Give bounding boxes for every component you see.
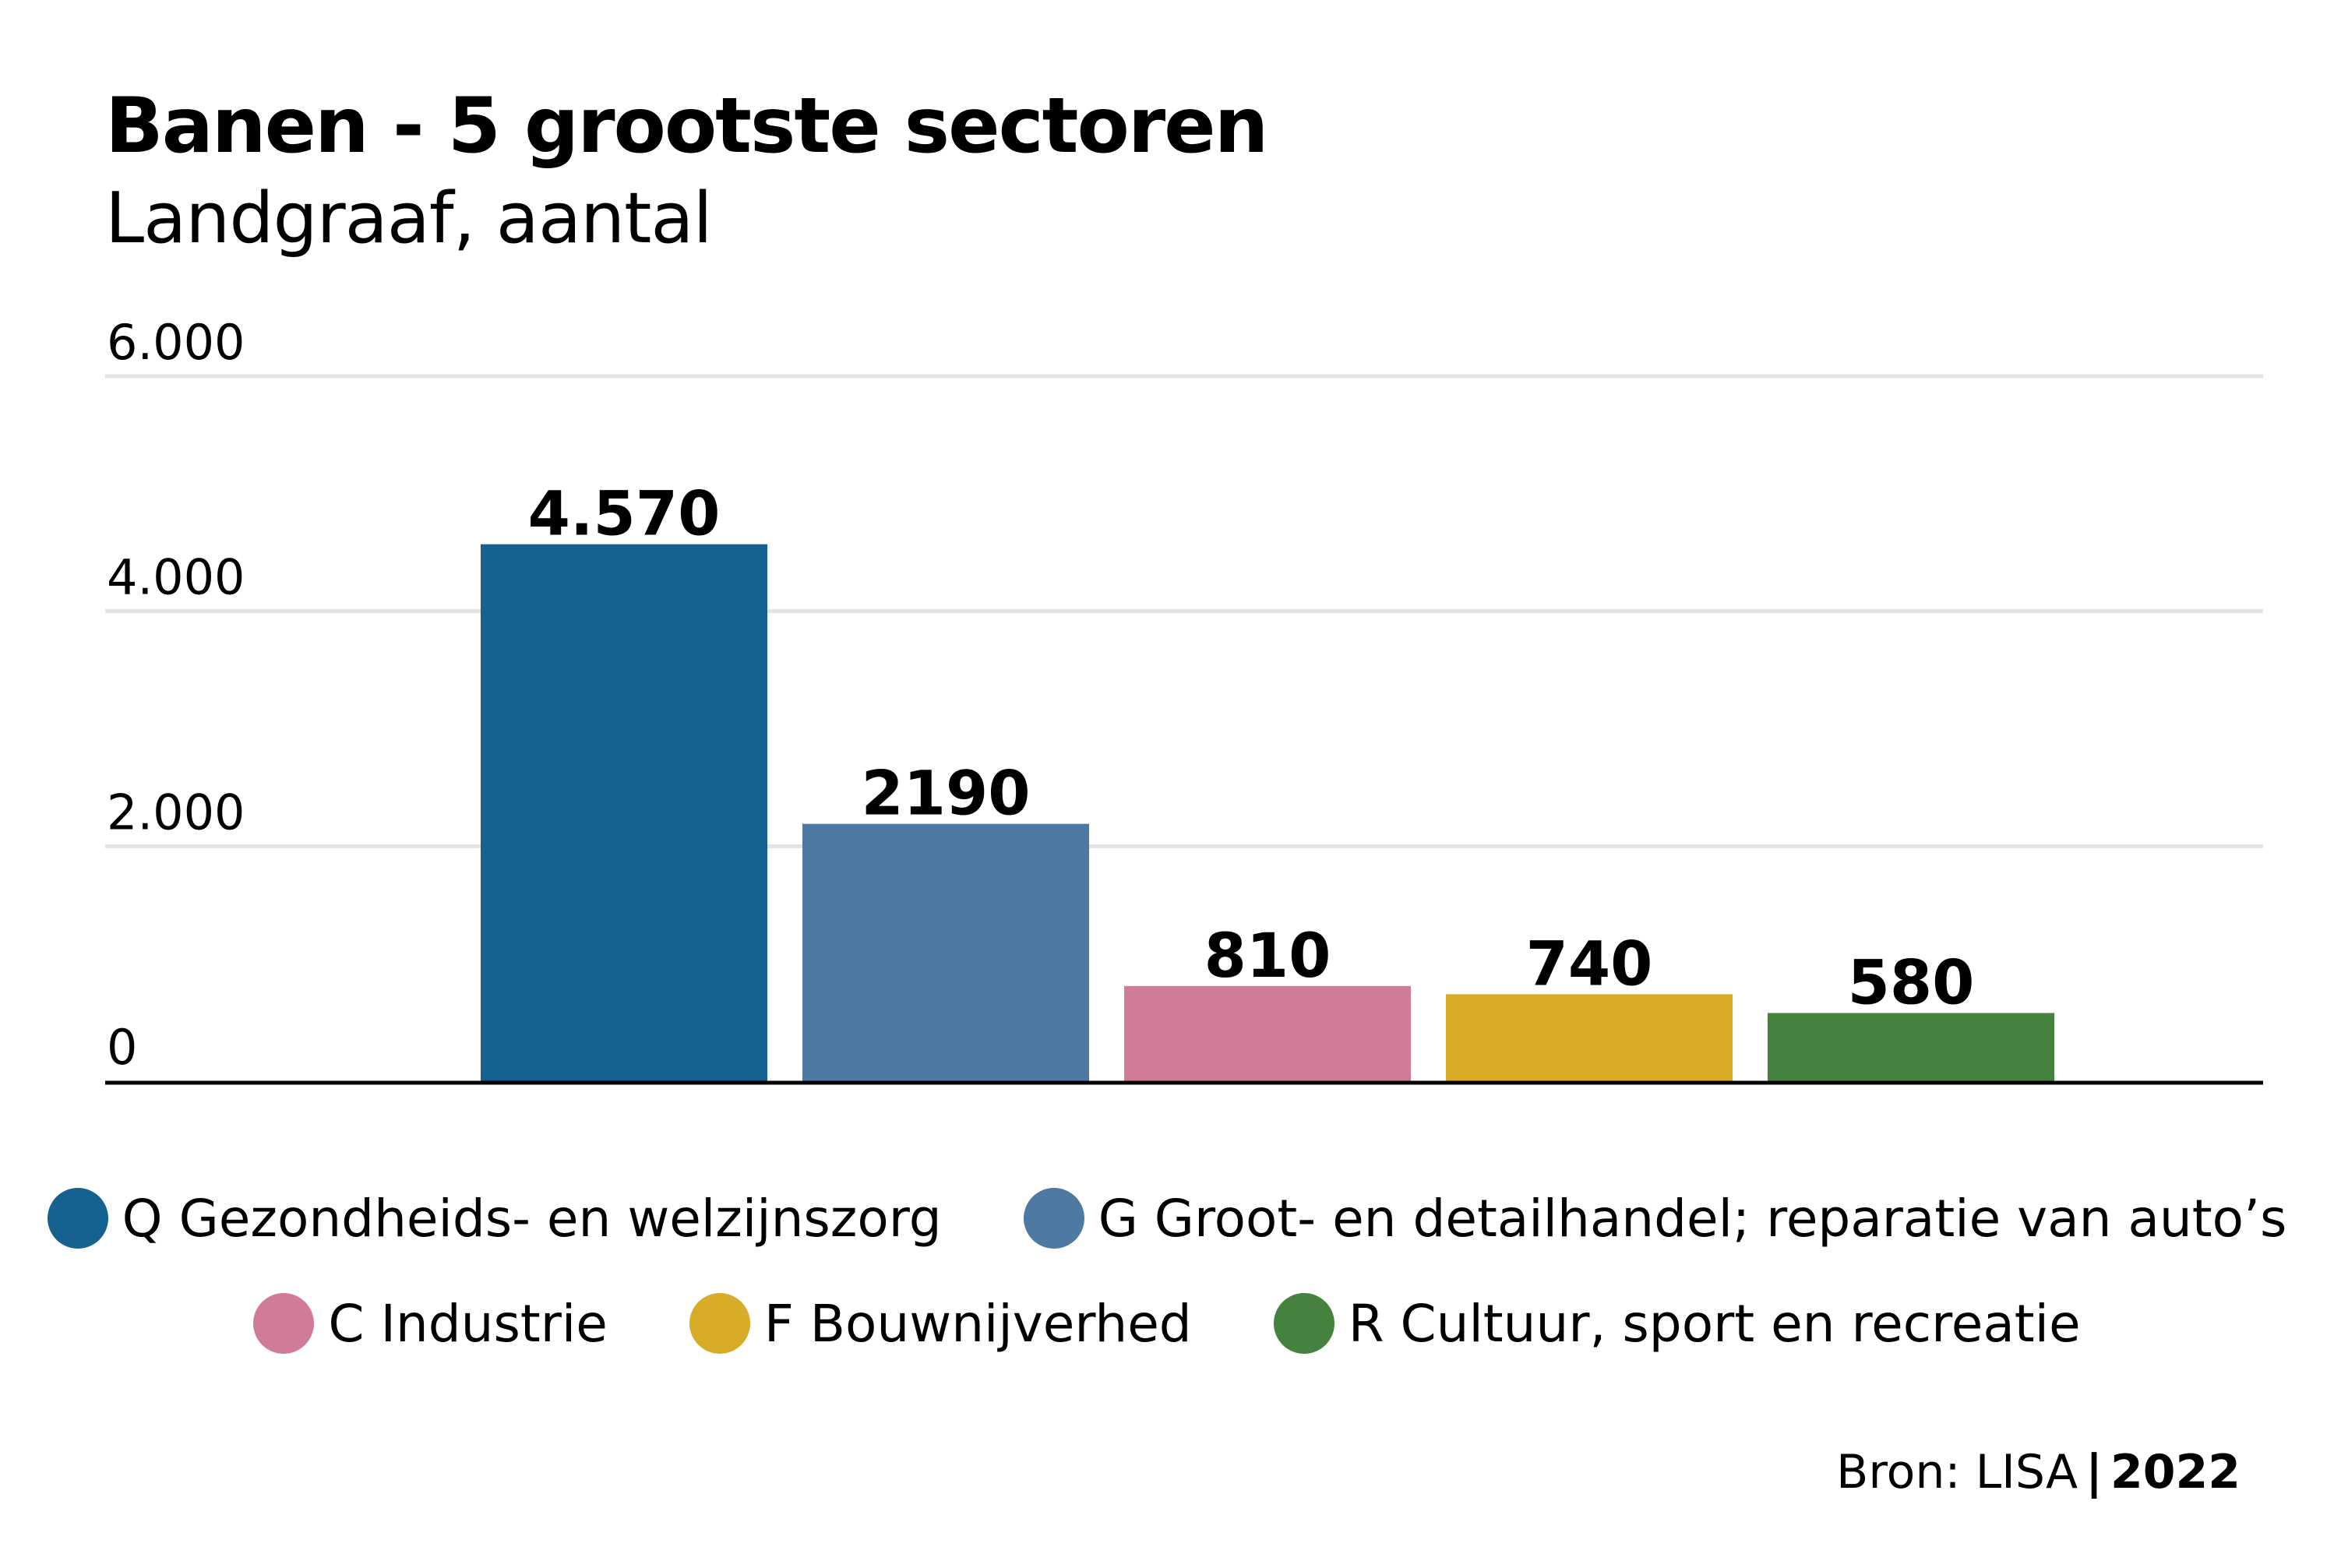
chart-subtitle: Landgraaf, aantal (105, 178, 713, 259)
bar (1768, 1013, 2054, 1081)
data-label: 4.570 (528, 480, 721, 550)
bar (1124, 985, 1411, 1081)
legend-item-g: G Groot- en detailhandel; reparatie van … (1023, 1188, 2287, 1249)
legend-row-1: Q Gezondheids- en welzijnszorg G Groot- … (0, 1188, 2334, 1249)
source-text: Bron: LISA (1836, 1445, 2078, 1499)
legend-label-f: F Bouwnijverhed (763, 1293, 1192, 1354)
legend-swatch-c (253, 1293, 315, 1354)
y-tick-label: 6.000 (107, 314, 245, 371)
legend-label-c: C Industrie (328, 1293, 608, 1354)
legend-item-c: C Industrie (253, 1293, 608, 1354)
y-tick-label: 2.000 (107, 784, 245, 840)
y-axis-ticks: 0 2.000 4.000 6.000 (107, 314, 245, 1076)
y-tick-label: 0 (107, 1019, 137, 1076)
bars (481, 544, 2054, 1081)
legend-label-q: Q Gezondheids- en welzijnszorg (122, 1188, 942, 1249)
bar (802, 823, 1089, 1081)
legend-swatch-q (47, 1188, 108, 1249)
bar (1446, 994, 1733, 1081)
legend-label-g: G Groot- en detailhandel; reparatie van … (1098, 1188, 2287, 1249)
legend-swatch-r (1273, 1293, 1334, 1354)
legend-swatch-g (1023, 1188, 1084, 1249)
bar (481, 544, 767, 1081)
y-tick-label: 4.000 (107, 549, 245, 606)
legend-item-f: F Bouwnijverhed (689, 1293, 1192, 1354)
data-label: 580 (1848, 949, 1975, 1019)
chart-title: Banen - 5 grootste sectoren (105, 82, 1268, 171)
legend-row-2: C Industrie F Bouwnijverhed R Cultuur, s… (0, 1293, 2334, 1354)
legend-label-r: R Cultuur, sport en recreatie (1348, 1293, 2081, 1354)
data-label: 740 (1526, 929, 1653, 999)
gridlines (105, 374, 2263, 848)
source-note: Bron: LISA | 2022 (1836, 1445, 2241, 1499)
legend-item-q: Q Gezondheids- en welzijnszorg (47, 1188, 942, 1249)
source-year: 2022 (2110, 1445, 2241, 1499)
data-label: 810 (1204, 921, 1331, 992)
data-label: 2190 (861, 759, 1030, 830)
bar-chart: 0 2.000 4.000 6.000 4.570 2190 810 740 580 (105, 314, 2263, 1085)
source-separator: | (2085, 1445, 2103, 1499)
data-labels: 4.570 2190 810 740 580 (528, 480, 1975, 1019)
legend-item-r: R Cultuur, sport en recreatie (1273, 1293, 2081, 1354)
legend-swatch-f (689, 1293, 750, 1354)
